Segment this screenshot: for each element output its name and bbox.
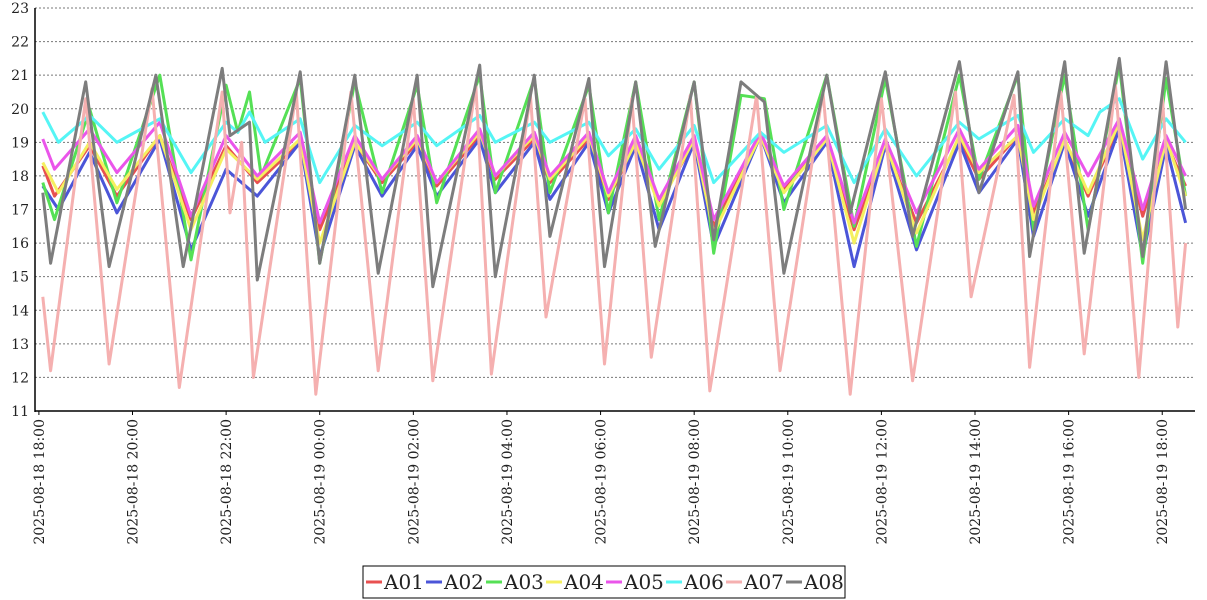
x-tick-label: 2025-08-19 10:00 [781, 419, 797, 545]
y-tick-label: 13 [11, 337, 29, 353]
x-tick-label: 2025-08-19 14:00 [968, 419, 984, 545]
x-tick-label: 2025-08-18 18:00 [32, 419, 48, 545]
y-tick-label: 22 [11, 35, 29, 51]
legend-label: A06 [683, 570, 724, 594]
x-tick-label: 2025-08-19 12:00 [874, 419, 890, 545]
series-line-a08 [41, 56, 1188, 289]
y-tick-label: 16 [11, 236, 29, 252]
legend-label: A01 [383, 570, 424, 594]
legend-box [362, 565, 846, 599]
x-tick-label: 2025-08-19 18:00 [1155, 419, 1171, 545]
x-axis-ticks: 2025-08-18 18:00 2025-08-18 20:00 2025-08-… [32, 411, 1171, 545]
legend-label: A02 [443, 570, 484, 594]
x-tick-label: 2025-08-19 02:00 [406, 419, 422, 545]
series-lines [41, 56, 1188, 396]
x-tick-label: 2025-08-19 00:00 [313, 419, 329, 545]
axes [34, 8, 1195, 412]
x-tick-label: 2025-08-19 08:00 [687, 419, 703, 545]
legend: A01 A02 A03 A04 A05 A06 A07 A08 [362, 565, 846, 599]
legend-label: A07 [743, 570, 784, 594]
x-tick-label: 2025-08-19 06:00 [594, 419, 610, 545]
y-axis-ticks: 11 12 13 14 15 16 17 18 19 20 21 22 23 [11, 1, 29, 420]
y-tick-label: 12 [11, 370, 29, 386]
x-tick-label: 2025-08-19 16:00 [1062, 419, 1078, 545]
x-tick-label: 2025-08-18 20:00 [126, 419, 142, 545]
y-tick-label: 18 [11, 169, 29, 185]
series-line-a06 [41, 97, 1187, 185]
x-tick-label: 2025-08-19 04:00 [500, 419, 516, 545]
y-tick-label: 14 [11, 303, 29, 319]
series-line-a07 [41, 83, 1188, 396]
legend-label: A04 [563, 570, 604, 594]
y-tick-label: 19 [11, 135, 29, 151]
y-tick-label: 20 [11, 102, 29, 118]
y-tick-label: 23 [11, 1, 29, 17]
y-tick-label: 15 [11, 270, 29, 286]
y-tick-label: 11 [11, 404, 29, 420]
legend-label: A08 [803, 570, 844, 594]
legend-label: A05 [623, 570, 664, 594]
y-tick-label: 21 [11, 68, 29, 84]
y-tick-label: 17 [11, 203, 29, 219]
x-tick-label: 2025-08-18 22:00 [219, 419, 235, 545]
legend-label: A03 [503, 570, 544, 594]
